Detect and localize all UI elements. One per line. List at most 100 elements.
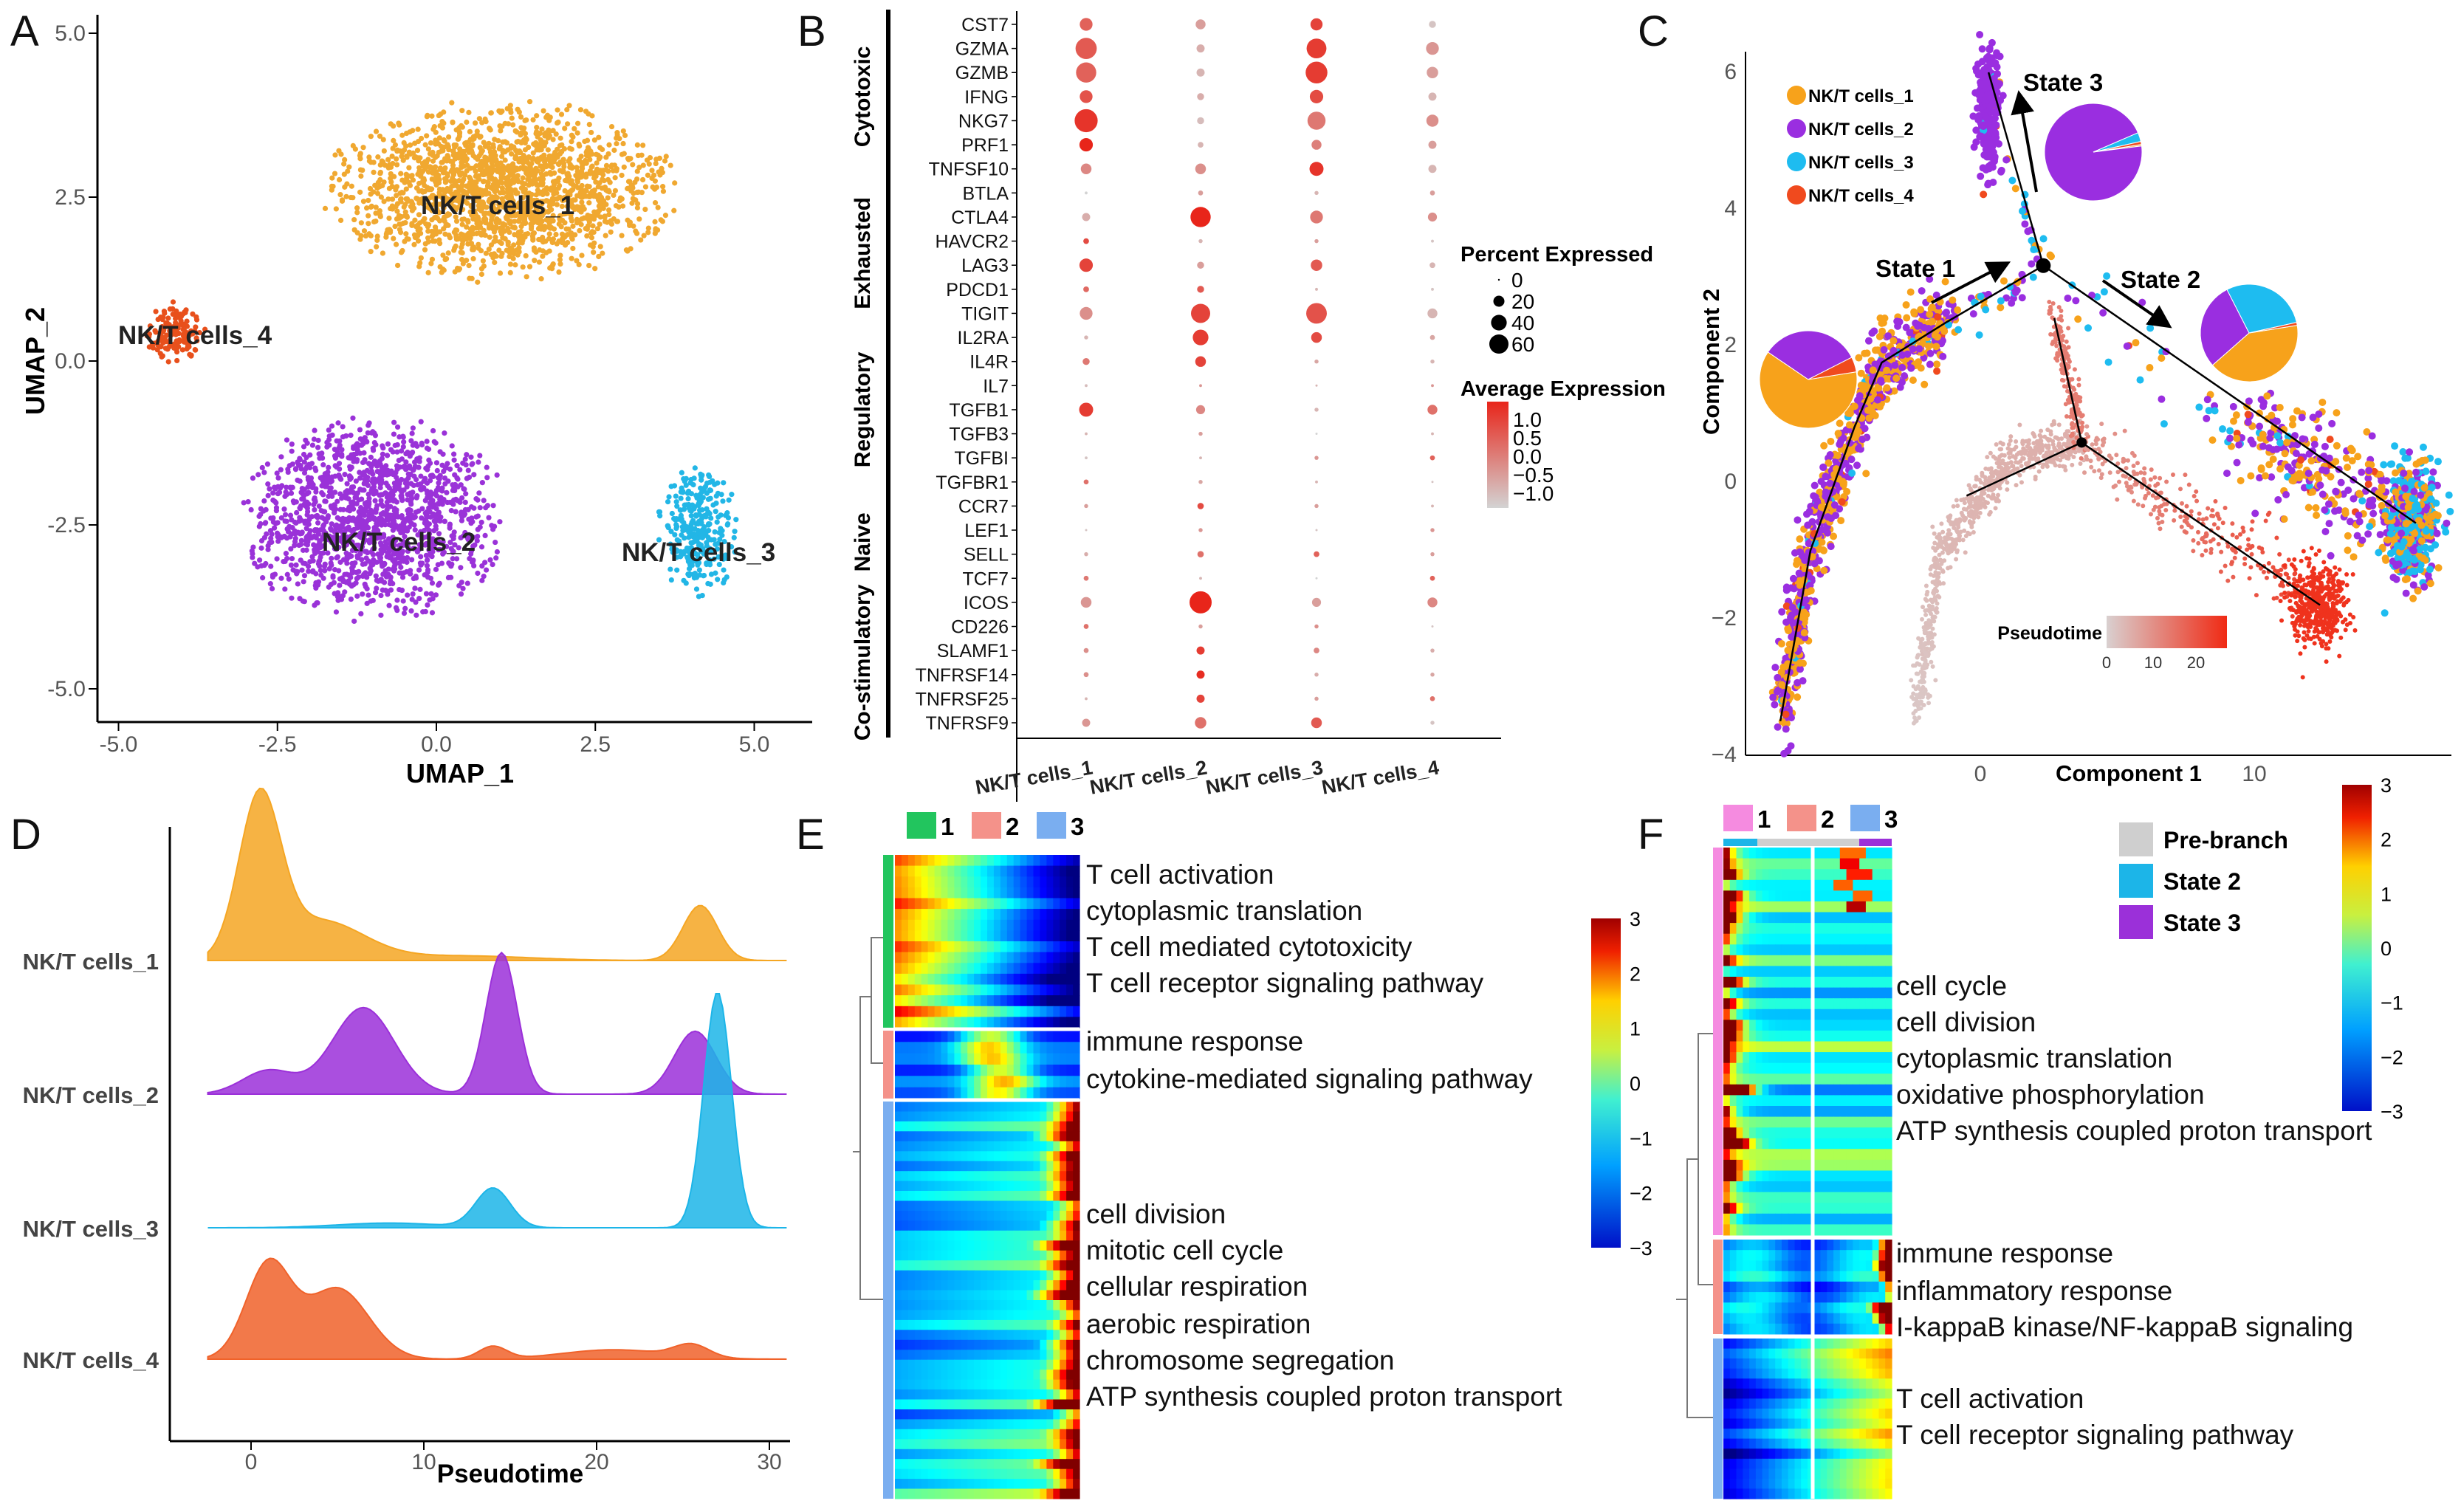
expression-dot xyxy=(1314,504,1319,509)
umap-point xyxy=(422,247,428,252)
umap-point xyxy=(391,480,397,487)
umap-point xyxy=(433,182,439,188)
umap-point xyxy=(483,567,490,573)
umap-point xyxy=(418,255,424,261)
expression-dot xyxy=(1314,456,1319,460)
expression-dot xyxy=(1428,92,1437,101)
umap-point xyxy=(332,152,338,158)
umap-point xyxy=(398,196,404,202)
umap-point xyxy=(459,148,465,154)
umap-point xyxy=(540,108,546,114)
umap-point xyxy=(462,499,468,506)
umap-point xyxy=(554,120,560,126)
umap-point xyxy=(399,456,405,462)
umap-point xyxy=(365,197,371,204)
umap-point xyxy=(428,575,434,581)
umap-point xyxy=(662,213,669,219)
umap-point xyxy=(470,224,476,230)
cell-point xyxy=(1921,380,1929,388)
umap-point xyxy=(385,467,391,473)
umap-point xyxy=(464,452,470,458)
umap-point xyxy=(425,228,431,234)
umap-point xyxy=(257,557,263,563)
umap-point xyxy=(662,158,668,164)
umap-point xyxy=(656,509,662,515)
umap-point xyxy=(312,506,318,513)
umap-point xyxy=(346,496,351,502)
umap-point xyxy=(399,213,405,220)
umap-point xyxy=(424,520,430,526)
expression-dot xyxy=(1083,238,1089,244)
umap-point xyxy=(622,132,628,139)
umap-point xyxy=(397,570,402,576)
umap-point xyxy=(387,498,393,504)
umap-point xyxy=(660,188,667,194)
cell-point xyxy=(1795,569,1803,577)
umap-point xyxy=(612,175,618,181)
umap-point xyxy=(673,493,679,499)
umap-point xyxy=(320,509,326,515)
umap-point xyxy=(500,199,506,205)
umap-point xyxy=(414,196,420,202)
umap-point xyxy=(511,173,517,179)
umap-point xyxy=(435,484,442,491)
umap-point xyxy=(423,221,429,227)
expression-dot xyxy=(1190,207,1211,227)
umap-point xyxy=(415,171,421,177)
umap-point xyxy=(476,241,481,247)
umap-point xyxy=(679,485,684,491)
umap-point xyxy=(377,484,383,491)
cell-point xyxy=(1785,627,1793,635)
umap-point xyxy=(394,193,399,199)
panel-letter-b: B xyxy=(797,7,826,55)
umap-point xyxy=(289,461,295,467)
cell-point xyxy=(1907,364,1915,372)
umap-point xyxy=(440,451,446,457)
umap-point xyxy=(391,559,397,565)
umap-point xyxy=(384,453,391,458)
cell-point xyxy=(1873,396,1881,404)
y-tick-label: 0.0 xyxy=(55,349,86,374)
umap-point xyxy=(477,167,483,173)
umap-point xyxy=(487,145,492,151)
cell-point xyxy=(1917,306,1925,314)
umap-point xyxy=(534,113,540,119)
expression-dot xyxy=(1314,673,1319,677)
umap-point xyxy=(360,145,366,151)
umap-point xyxy=(392,223,398,230)
umap-point xyxy=(486,515,492,520)
umap-point xyxy=(498,160,504,166)
umap-point xyxy=(512,225,518,231)
umap-point xyxy=(385,227,391,233)
umap-point xyxy=(562,188,568,194)
umap-point xyxy=(498,154,505,159)
umap-point xyxy=(528,226,535,232)
umap-point xyxy=(577,227,583,234)
expression-dot xyxy=(1084,504,1088,509)
umap-point xyxy=(344,181,350,187)
umap-point xyxy=(530,230,536,237)
umap-point xyxy=(532,142,538,148)
expression-dot xyxy=(1085,191,1088,195)
umap-point xyxy=(577,190,583,196)
expression-dot xyxy=(1191,303,1210,323)
umap-point xyxy=(321,563,328,569)
expression-dot xyxy=(1197,286,1204,293)
umap-point xyxy=(369,461,375,467)
cell-point xyxy=(1854,427,1862,436)
umap-point xyxy=(349,183,354,189)
umap-point xyxy=(468,148,475,154)
umap-point xyxy=(658,217,664,223)
expression-dot xyxy=(1428,165,1437,173)
umap-point xyxy=(518,185,524,191)
umap-point xyxy=(423,512,430,518)
umap-point xyxy=(402,220,408,226)
cell-point xyxy=(1827,543,1835,551)
expression-dot xyxy=(1196,68,1205,77)
umap-point xyxy=(312,602,318,608)
umap-point xyxy=(414,185,420,191)
expression-dot xyxy=(1198,624,1203,629)
umap-point xyxy=(351,216,357,223)
umap-point xyxy=(487,557,493,563)
umap-point xyxy=(498,128,504,134)
